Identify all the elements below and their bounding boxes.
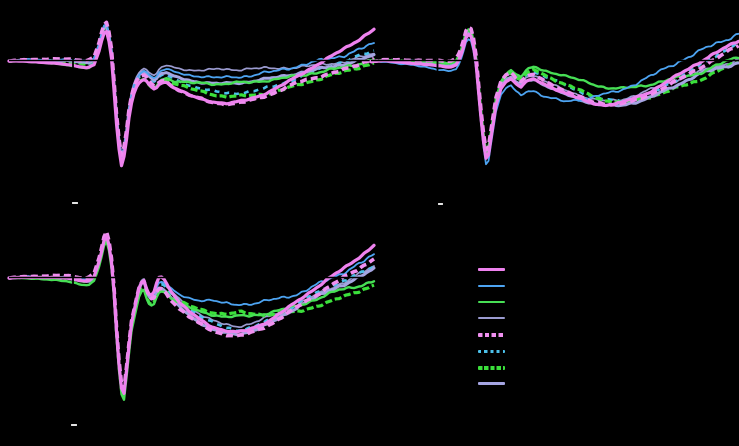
trace-top-left-blue-solid (8, 22, 375, 159)
trace-top-right-violet-solid (369, 33, 739, 160)
white-tick-dash-1 (72, 201, 78, 204)
trace-top-left-lavender-thick-solid (7, 24, 376, 161)
trace-bottom-left-violet-dashed (8, 229, 375, 391)
trace-top-right-lavender-thick-solid (369, 32, 739, 159)
trace-top-right-lavender-thin-solid (370, 30, 739, 156)
trace-top-left-green-dashed (9, 25, 375, 162)
trace-bottom-left-violet-solid (7, 234, 376, 395)
trace-bottom-left-lavender-thick-solid (7, 235, 376, 396)
trace-bottom-left-green-solid (7, 239, 376, 401)
trace-top-right-blue-solid (370, 32, 739, 166)
trace-top-left-green-solid (7, 30, 376, 167)
subplot-bottom-left (7, 229, 376, 418)
white-tick-dash-3 (71, 423, 77, 426)
white-tick-dash-2 (437, 202, 443, 205)
subplot-top-left (7, 12, 376, 196)
trace-top-left-blue-dashed (8, 25, 375, 162)
subplot-top-right (369, 12, 739, 196)
trace-top-right-green-dashed (370, 29, 739, 156)
trace-top-left-violet-solid (7, 27, 376, 168)
